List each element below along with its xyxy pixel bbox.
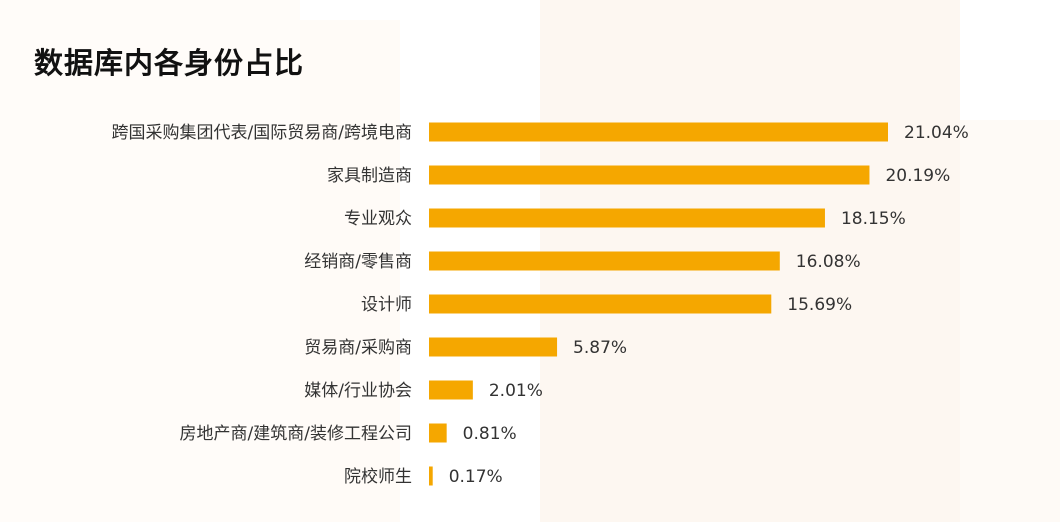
bar bbox=[429, 165, 870, 185]
value-label: 16.08% bbox=[796, 252, 861, 272]
background-block-left bbox=[0, 0, 300, 522]
bar bbox=[429, 337, 558, 357]
bar bbox=[429, 122, 888, 142]
category-label: 专业观众 bbox=[344, 209, 412, 229]
bar bbox=[429, 251, 780, 271]
value-label: 5.87% bbox=[573, 338, 627, 358]
bar bbox=[429, 380, 473, 400]
bar bbox=[429, 208, 825, 228]
category-label: 经销商/零售商 bbox=[304, 252, 412, 272]
background-block-mid bbox=[300, 20, 400, 522]
value-label: 21.04% bbox=[904, 123, 969, 143]
bars-group: 跨国采购集团代表/国际贸易商/跨境电商 21.04% 家具制造商 20.19% 专业观众… bbox=[112, 122, 969, 487]
category-label: 贸易商/采购商 bbox=[304, 338, 412, 358]
chart-title: 数据库内各身份占比 bbox=[34, 46, 305, 80]
category-label: 家具制造商 bbox=[327, 166, 412, 186]
value-label: 20.19% bbox=[885, 166, 950, 186]
category-label: 跨国采购集团代表/国际贸易商/跨境电商 bbox=[112, 123, 412, 143]
value-label: 18.15% bbox=[841, 209, 906, 229]
background-block-far-right bbox=[960, 120, 1060, 522]
category-label: 设计师 bbox=[361, 295, 412, 315]
category-label: 房地产商/建筑商/装修工程公司 bbox=[180, 424, 412, 444]
value-label: 0.81% bbox=[463, 424, 517, 444]
bar bbox=[429, 423, 447, 443]
bar bbox=[429, 466, 433, 486]
value-label: 2.01% bbox=[489, 381, 543, 401]
value-label: 0.17% bbox=[449, 467, 503, 487]
bar bbox=[429, 294, 772, 314]
category-label: 媒体/行业协会 bbox=[304, 381, 412, 401]
category-label: 院校师生 bbox=[344, 467, 412, 487]
value-label: 15.69% bbox=[787, 295, 852, 315]
